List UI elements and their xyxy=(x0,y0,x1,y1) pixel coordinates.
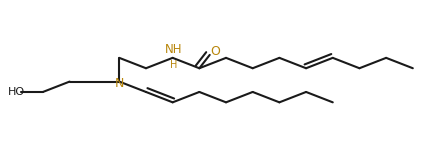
Text: H: H xyxy=(169,60,177,70)
Text: HO: HO xyxy=(8,87,25,97)
Text: NH: NH xyxy=(164,43,182,56)
Text: O: O xyxy=(210,45,220,58)
Text: N: N xyxy=(114,77,124,90)
